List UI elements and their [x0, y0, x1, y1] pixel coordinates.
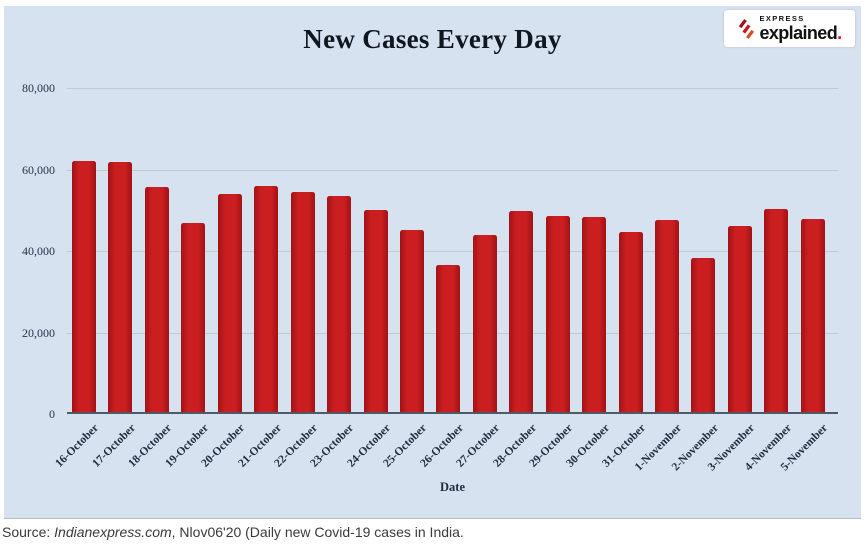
gridline [67, 88, 838, 89]
bar-slot: 2-November [670, 88, 721, 473]
bar [764, 209, 789, 414]
bar-slot: 4-November [742, 88, 794, 473]
bar-slot: 20-October [199, 88, 247, 470]
chart-panel: EXPRESS explained. New Cases Every Day 8… [4, 6, 861, 519]
bar [472, 235, 497, 414]
bar [254, 186, 279, 414]
bar [144, 186, 169, 414]
bar-slot: 1-November [633, 88, 684, 473]
bar-slot: 5-November [779, 88, 830, 473]
logo-red-dot: . [837, 22, 842, 43]
bar-slot: 16-October [54, 88, 101, 470]
bar [545, 215, 570, 414]
bar [290, 192, 315, 414]
logo-text: EXPRESS explained. [759, 14, 842, 43]
bar [399, 229, 424, 414]
bar [363, 209, 388, 414]
y-axis: 80,000 60,000 40,000 20,000 0 [4, 81, 61, 421]
bar [327, 196, 352, 414]
express-explained-logo: EXPRESS explained. [724, 10, 855, 47]
logo-explained-label: explained. [759, 22, 842, 43]
logo-express-label: EXPRESS [759, 14, 805, 24]
bar-slot: 27-October [455, 88, 502, 470]
bar-slot: 28-October [491, 88, 539, 470]
plot-area: 16-October 17-October 18-October 19-October… [54, 88, 838, 473]
y-tick-label: 40,000 [22, 244, 55, 258]
caption-source-name: Indianexpress.com [54, 524, 172, 540]
gridline [67, 251, 838, 252]
bars: 16-October 17-October 18-October 19-October… [54, 88, 838, 473]
bar-slot: 18-October [127, 88, 174, 470]
bar-slot: 30-October [564, 88, 612, 470]
bar-slot: 23-October [309, 88, 357, 470]
bar [436, 265, 461, 414]
express-stripes-icon [739, 18, 755, 39]
bar [800, 218, 825, 414]
bar [72, 160, 96, 414]
source-caption: Source: Indianexpress.com, Nlov06'20 (Da… [2, 524, 464, 540]
bar [655, 219, 679, 414]
bar-slot: 25-October [382, 88, 429, 470]
bar-slot: 26-October [418, 88, 466, 470]
bar [582, 217, 607, 414]
bar [509, 210, 534, 414]
bar [691, 257, 716, 414]
chart-title: New Cases Every Day [303, 24, 562, 54]
gridline [67, 169, 838, 171]
bar-slot: 29-October [527, 88, 575, 470]
bar-slot: 22-October [272, 88, 320, 470]
bar-slot: 21-October [236, 88, 284, 470]
bar-slot: 19-October [163, 88, 211, 470]
bar [108, 161, 133, 414]
caption-prefix: Source: [2, 524, 55, 540]
bar [217, 193, 242, 414]
y-tick-label: 20,000 [22, 325, 55, 340]
bar [618, 231, 643, 414]
y-tick-label: 60,000 [22, 162, 55, 177]
logo-explained-word: explained [759, 22, 838, 43]
x-axis-title: Date [440, 480, 465, 494]
y-tick-label: 80,000 [22, 81, 55, 95]
bar-slot: 31-October [600, 88, 648, 470]
x-axis-line [67, 412, 838, 414]
y-tick-label: 0 [49, 407, 55, 421]
bar-slot: 3-November [706, 88, 757, 473]
bar-slot: 24-October [345, 88, 393, 470]
bar [727, 225, 752, 414]
bar [181, 222, 206, 414]
caption-rest: , Nlov06'20 (Daily new Covid-19 cases in… [171, 524, 464, 540]
bar-slot: 17-October [90, 88, 138, 470]
